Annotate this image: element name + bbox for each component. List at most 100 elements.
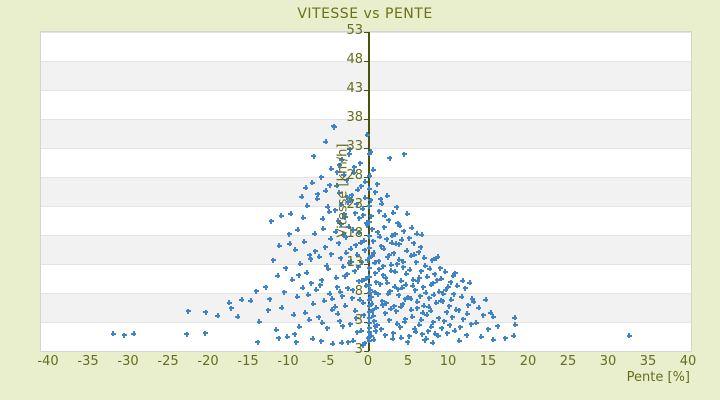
data-point	[417, 293, 423, 299]
data-point	[400, 301, 406, 307]
data-point	[347, 321, 353, 327]
data-point	[356, 230, 362, 236]
y-tick-label: 3	[354, 342, 363, 357]
x-axis-title: Pente [%]	[626, 370, 690, 385]
data-point	[431, 292, 437, 298]
data-point	[346, 151, 352, 157]
data-point	[413, 329, 419, 335]
data-point	[424, 274, 430, 280]
y-tick-label: 38	[346, 110, 363, 125]
data-point	[325, 266, 331, 272]
data-point	[328, 236, 334, 242]
data-point	[502, 335, 508, 341]
data-point	[366, 282, 372, 288]
data-point	[335, 218, 341, 224]
data-point	[366, 151, 372, 157]
data-point	[340, 264, 346, 270]
data-point	[324, 263, 330, 268]
data-point	[408, 253, 414, 259]
x-tick-label: 35	[639, 354, 657, 369]
data-point	[300, 215, 306, 221]
data-point	[333, 275, 339, 281]
data-point	[358, 240, 364, 246]
data-point	[318, 338, 324, 344]
data-point	[488, 310, 494, 316]
data-point	[404, 248, 410, 254]
data-point	[396, 241, 402, 247]
data-point	[341, 172, 347, 178]
data-point	[388, 268, 394, 274]
data-point	[256, 319, 262, 325]
data-point	[465, 302, 471, 308]
data-point	[300, 285, 306, 291]
data-point	[426, 304, 432, 310]
grid-band	[41, 148, 691, 177]
data-point	[310, 301, 316, 307]
data-point	[359, 259, 365, 265]
data-point	[362, 179, 368, 185]
data-point	[438, 276, 444, 282]
data-point	[422, 263, 428, 268]
data-point	[366, 219, 372, 225]
data-point	[366, 297, 372, 303]
data-point	[344, 194, 350, 200]
data-point	[345, 339, 351, 345]
data-point	[399, 285, 405, 291]
y-axis-tick	[364, 31, 369, 33]
data-point	[397, 223, 403, 229]
data-point	[362, 247, 368, 253]
data-point	[329, 296, 335, 302]
data-point	[382, 310, 388, 316]
data-point	[319, 320, 325, 326]
plot-area	[40, 31, 692, 352]
data-point	[279, 305, 285, 311]
data-point	[286, 231, 292, 237]
data-point	[446, 303, 452, 309]
data-point	[405, 339, 411, 345]
data-point	[273, 327, 279, 333]
data-point	[440, 298, 446, 304]
data-point	[385, 291, 391, 297]
data-point	[318, 174, 324, 180]
data-point	[376, 208, 382, 214]
data-point	[435, 333, 441, 339]
data-point	[386, 252, 392, 258]
data-point	[334, 284, 340, 290]
data-point	[332, 304, 338, 310]
data-point	[383, 275, 389, 281]
data-point	[416, 275, 422, 281]
data-point	[469, 296, 475, 302]
data-point	[368, 333, 374, 339]
data-point	[367, 173, 373, 179]
data-point	[248, 298, 254, 304]
data-point	[427, 266, 433, 272]
data-point	[287, 241, 293, 247]
data-point	[317, 282, 323, 288]
data-point	[351, 170, 357, 176]
data-point	[377, 234, 383, 240]
data-point	[468, 321, 474, 327]
data-point	[306, 317, 312, 323]
data-point	[380, 272, 386, 278]
data-point	[369, 226, 375, 232]
data-point	[457, 324, 463, 330]
data-point	[354, 329, 360, 335]
data-point	[332, 207, 338, 213]
data-point	[387, 155, 393, 161]
data-point	[253, 288, 259, 294]
y-axis-tick	[364, 89, 369, 91]
x-tick-label: 20	[519, 354, 537, 369]
data-point	[333, 229, 339, 235]
data-point	[410, 277, 416, 283]
data-point	[350, 338, 356, 344]
data-point	[361, 238, 367, 244]
data-point	[422, 337, 428, 343]
data-point	[381, 246, 387, 252]
data-point	[345, 199, 351, 205]
data-point	[348, 246, 354, 252]
data-point	[392, 269, 398, 275]
data-point	[420, 310, 426, 316]
x-tick-label: 0	[363, 354, 373, 369]
data-point	[444, 309, 450, 315]
data-point	[409, 314, 415, 320]
